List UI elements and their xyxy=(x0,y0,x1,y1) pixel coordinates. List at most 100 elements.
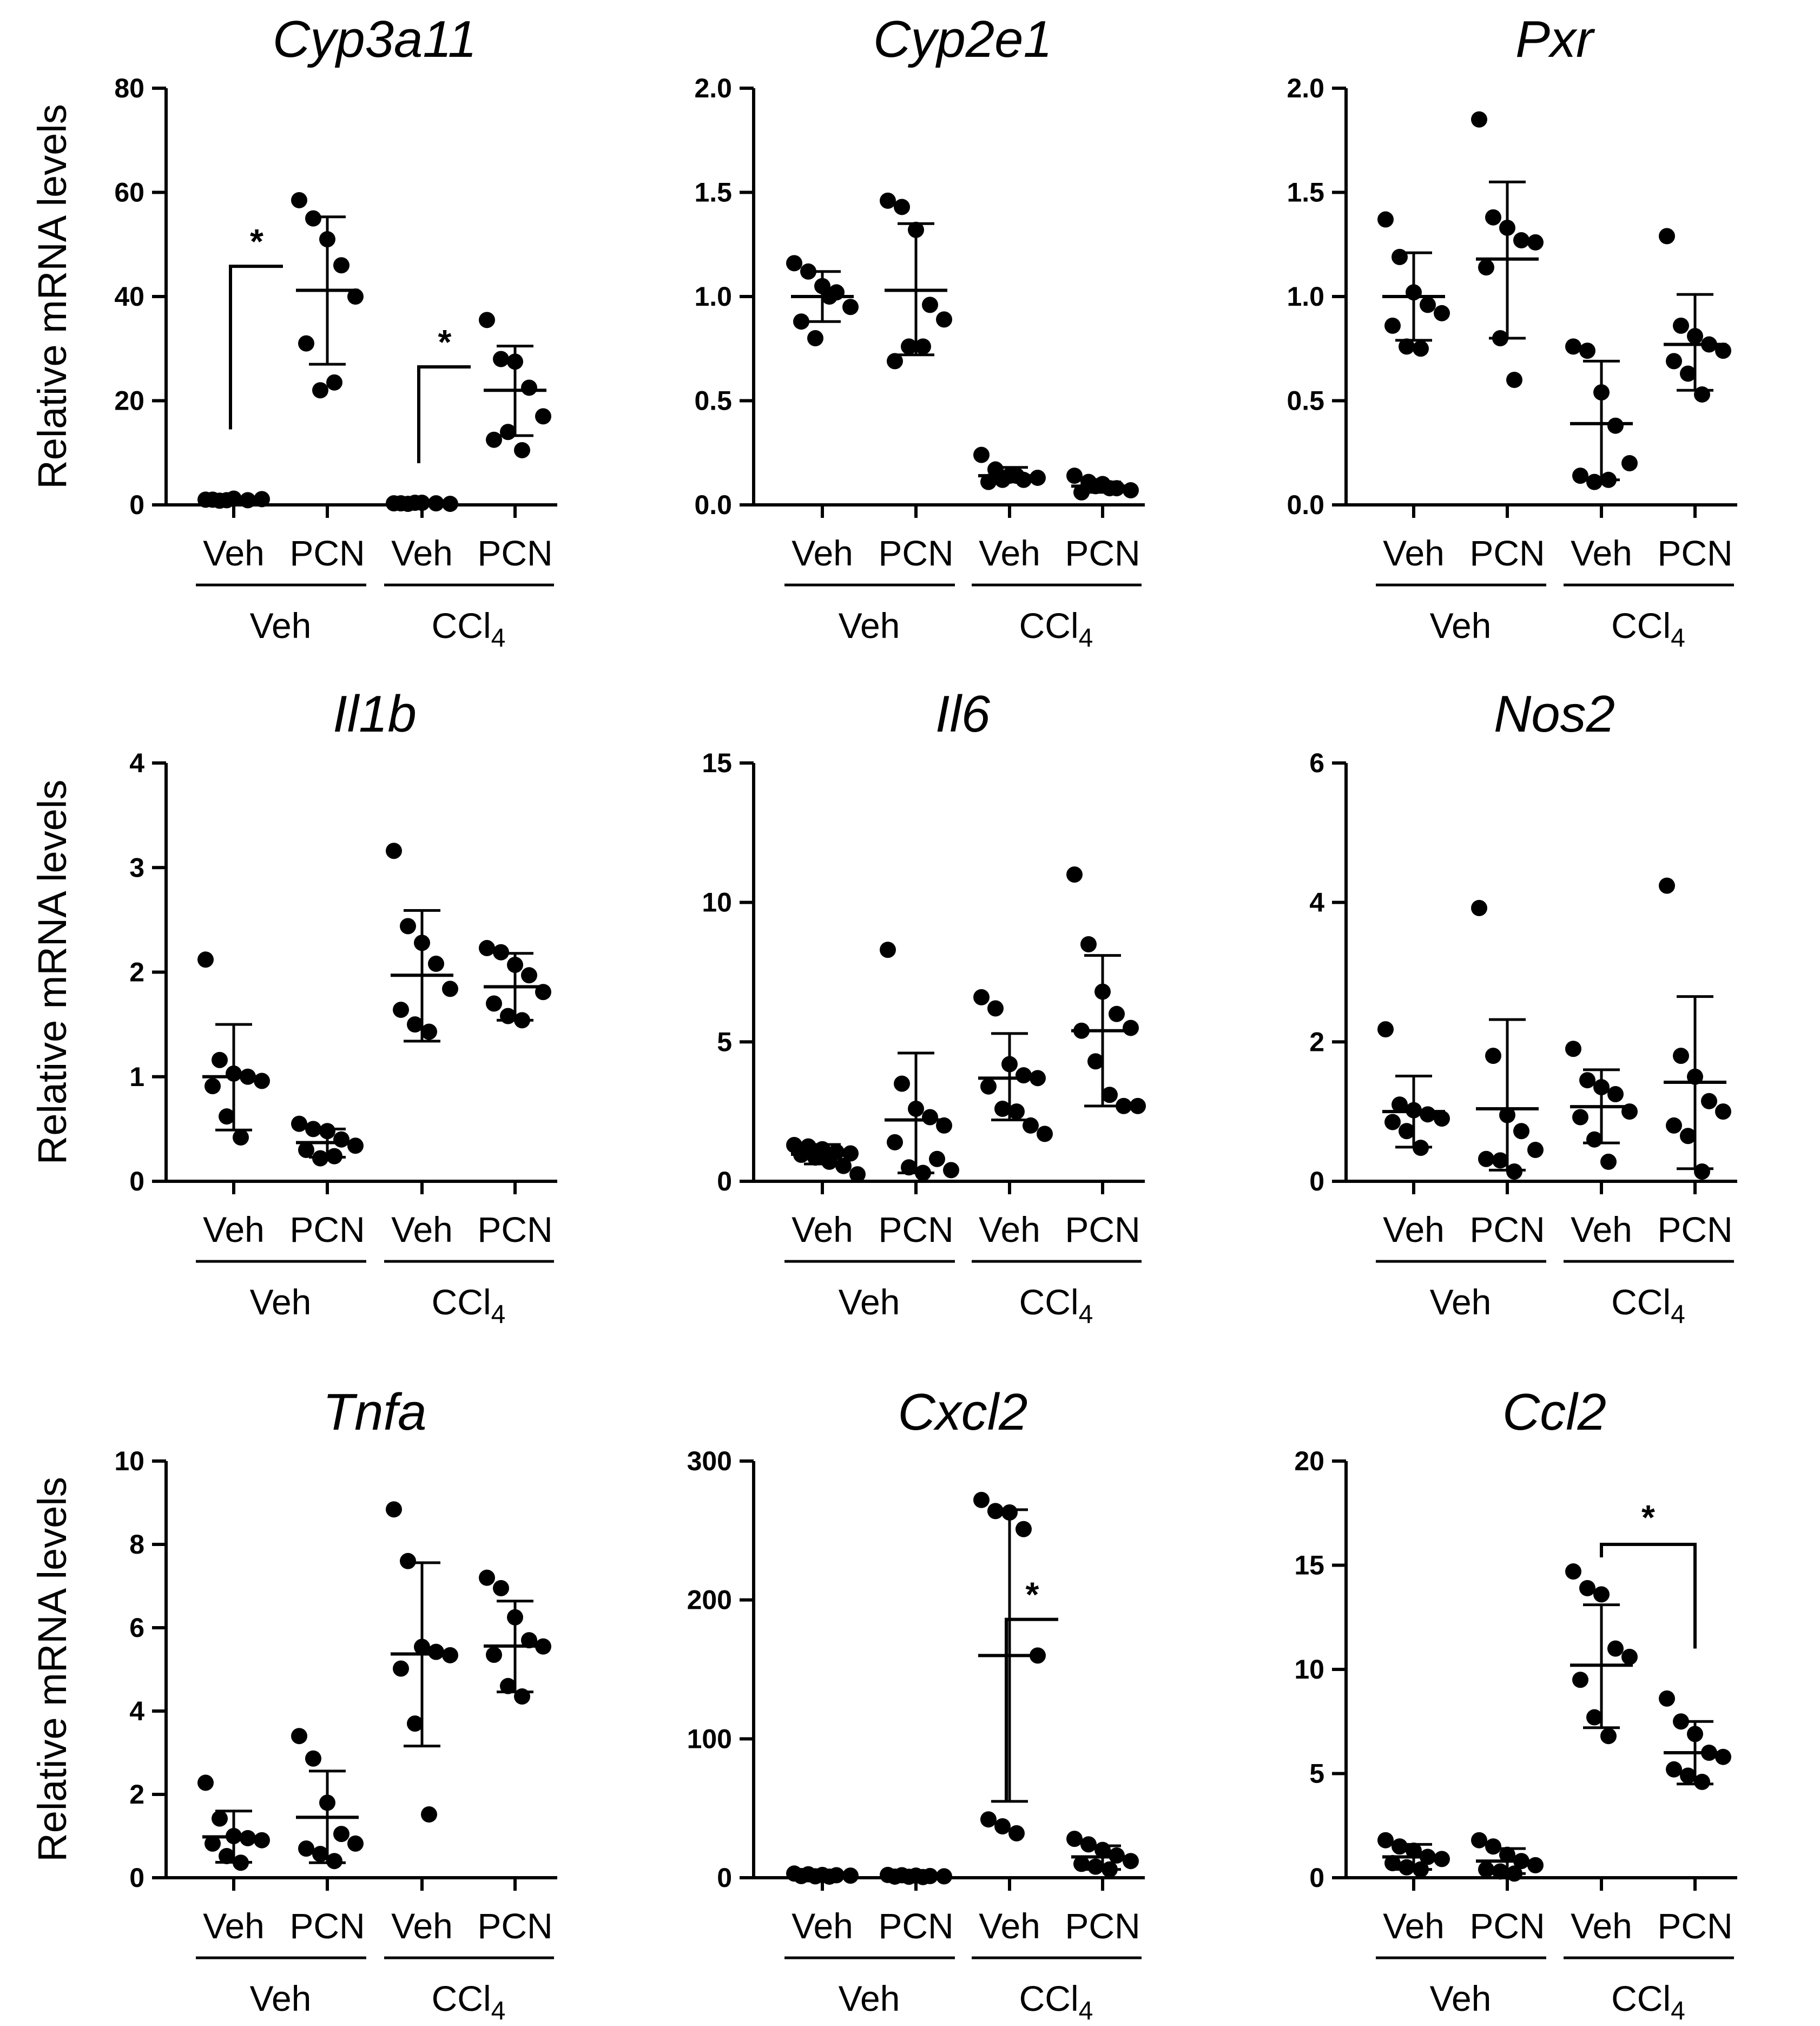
data-point xyxy=(1694,1163,1710,1180)
data-point xyxy=(922,1109,938,1126)
data-point xyxy=(333,1131,350,1148)
data-point xyxy=(428,956,444,972)
data-point xyxy=(1485,1048,1501,1064)
data-point xyxy=(1087,1053,1104,1070)
data-point xyxy=(212,1810,228,1827)
data-point xyxy=(500,1678,516,1694)
data-point xyxy=(1392,248,1408,265)
data-point xyxy=(1413,1140,1429,1156)
data-point xyxy=(943,1162,959,1179)
x-category-label: PCN xyxy=(1469,1906,1545,1946)
data-point xyxy=(1434,1851,1450,1867)
data-point xyxy=(1715,1103,1731,1120)
y-tick-label: 10 xyxy=(702,887,732,918)
data-point xyxy=(347,288,364,305)
y-tick-label: 80 xyxy=(114,73,144,103)
data-point xyxy=(1413,1861,1429,1878)
panel-title: Cyp2e1 xyxy=(873,10,1052,68)
series-4 xyxy=(1066,1831,1139,1878)
data-point xyxy=(821,1153,838,1170)
group-label: Veh xyxy=(1430,1978,1492,2018)
data-point xyxy=(298,335,314,352)
data-point xyxy=(807,1149,823,1166)
series-4 xyxy=(479,940,551,1029)
series-1 xyxy=(197,951,270,1146)
data-point xyxy=(1621,455,1638,471)
y-tick-label: 2 xyxy=(129,1779,144,1810)
data-point xyxy=(1116,1097,1132,1114)
y-tick-label: 1.5 xyxy=(694,177,732,208)
data-point xyxy=(1565,1041,1581,1057)
data-point xyxy=(197,951,214,968)
data-point xyxy=(1607,1640,1624,1657)
y-tick-label: 0 xyxy=(1309,1863,1324,1893)
data-point xyxy=(507,1609,523,1626)
data-point xyxy=(1499,1846,1515,1863)
y-tick-label: 0 xyxy=(129,1863,144,1893)
data-point xyxy=(1579,1072,1595,1089)
data-point xyxy=(987,1000,1004,1017)
data-point xyxy=(1666,1117,1682,1134)
data-point xyxy=(1377,211,1394,228)
data-point xyxy=(994,1101,1011,1117)
data-point xyxy=(1406,1842,1422,1859)
data-point xyxy=(1492,330,1508,346)
data-point xyxy=(205,1078,221,1095)
data-point xyxy=(1001,1056,1018,1073)
data-point xyxy=(219,1108,235,1125)
series-3 xyxy=(1565,338,1638,490)
data-point xyxy=(1586,473,1603,490)
data-point xyxy=(414,935,430,951)
data-point xyxy=(1008,1825,1025,1841)
data-point xyxy=(298,1142,314,1159)
x-category-label: Veh xyxy=(979,1906,1040,1946)
data-point xyxy=(305,1750,321,1767)
group-label-subscript: 4 xyxy=(1079,624,1093,653)
data-point xyxy=(291,1115,307,1132)
data-point xyxy=(1384,1855,1401,1872)
significance-marker: * xyxy=(438,323,452,361)
data-point xyxy=(393,1660,409,1677)
panel-title: Ccl2 xyxy=(1502,1383,1606,1441)
data-point xyxy=(1073,1856,1090,1872)
data-point xyxy=(407,1016,423,1033)
series-3 xyxy=(386,843,458,1043)
panel-title: Cyp3a11 xyxy=(273,10,477,68)
data-point xyxy=(1015,1521,1032,1537)
data-point xyxy=(333,257,350,274)
series-1 xyxy=(786,1865,859,1885)
data-point xyxy=(936,311,952,328)
x-category-label: Veh xyxy=(792,533,853,573)
data-point xyxy=(1080,1836,1097,1853)
y-tick-label: 2 xyxy=(129,957,144,988)
x-category-label: PCN xyxy=(477,1906,552,1946)
significance-marker: * xyxy=(1641,1498,1655,1537)
x-category-label: PCN xyxy=(1065,1209,1140,1249)
data-point xyxy=(1673,317,1689,334)
x-category-label: Veh xyxy=(203,533,265,573)
data-point xyxy=(887,1134,903,1150)
data-point xyxy=(1680,1128,1696,1144)
data-point xyxy=(1586,1131,1603,1148)
y-tick-label: 6 xyxy=(129,1613,144,1643)
x-category-label: PCN xyxy=(477,1209,552,1249)
x-category-label: PCN xyxy=(1065,533,1140,573)
x-category-label: PCN xyxy=(1469,533,1545,573)
data-point xyxy=(291,1728,307,1745)
data-point xyxy=(521,379,537,396)
panel-title: Il1b xyxy=(333,685,417,743)
data-point xyxy=(479,940,495,957)
data-point xyxy=(1015,1067,1032,1084)
data-point xyxy=(1109,1005,1125,1022)
y-tick-label: 40 xyxy=(114,281,144,312)
data-point xyxy=(1694,1773,1710,1790)
data-point xyxy=(298,1840,314,1857)
data-point xyxy=(1506,1865,1522,1882)
significance-bracket xyxy=(1005,1617,1058,1801)
data-point xyxy=(1715,343,1731,359)
x-category-label: Veh xyxy=(391,1209,453,1249)
data-point xyxy=(908,221,924,238)
series-4 xyxy=(479,1569,551,1705)
